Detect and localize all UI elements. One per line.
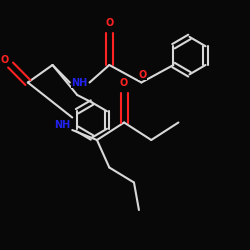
Text: NH: NH — [72, 78, 88, 88]
Text: O: O — [138, 70, 147, 80]
Text: O: O — [120, 78, 128, 88]
Text: O: O — [0, 55, 8, 65]
Text: O: O — [105, 18, 114, 28]
Text: NH: NH — [54, 120, 70, 130]
